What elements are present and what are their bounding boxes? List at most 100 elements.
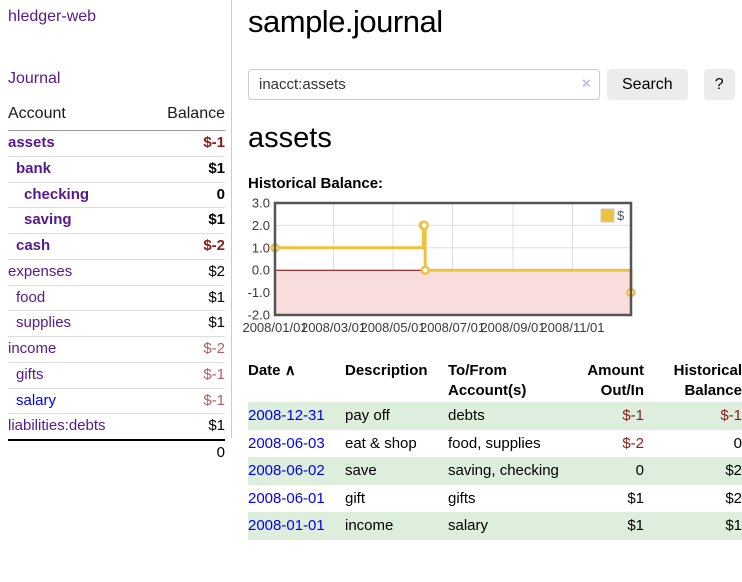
account-balance: $1 [144,207,225,234]
svg-text:2.0: 2.0 [252,218,270,233]
sort-ascending-icon: ∧ [284,362,296,379]
app-title-link[interactable]: hledger-web [8,8,97,25]
help-button[interactable]: ? [703,69,735,100]
register-header-date: Date ∧ [248,362,296,379]
register-row: 2008-01-01 income salary $1 $1 [248,512,742,540]
account-row: food $1 [8,284,225,311]
account-link-assets[interactable]: assets [8,134,55,151]
transaction-balance: 0 [733,434,742,452]
account-balance: $2 [144,258,225,285]
account-balance: $1 [144,310,225,337]
account-row: checking 0 [8,181,225,208]
register-header-amount: Amount Out/In [587,362,644,399]
account-link-bank[interactable]: bank [16,159,52,177]
transaction-amount: $-2 [622,434,644,452]
svg-text:2008/03/01: 2008/03/01 [301,320,366,335]
transaction-date-link[interactable]: 2008-06-03 [248,434,325,452]
svg-text:2008/09/01: 2008/09/01 [480,320,545,335]
register-header-description: Description [345,362,428,379]
register-row: 2008-06-03 eat & shop food, supplies $-2 0 [248,430,742,458]
accounts-header-account: Account [8,104,145,131]
transaction-accounts: food, supplies [448,434,541,452]
transaction-amount: 0 [635,462,644,479]
transaction-balance: $2 [725,462,742,479]
svg-text:2008/05/01: 2008/05/01 [360,320,425,335]
account-row: gifts $-1 [8,361,225,388]
transaction-balance: $-1 [720,407,742,424]
account-link-supplies[interactable]: supplies [16,314,72,332]
transaction-description: gift [345,489,366,507]
account-heading: assets [248,122,332,154]
svg-text:2008/07/01: 2008/07/01 [420,320,485,335]
account-balance: $1 [144,284,225,311]
register-table: Date ∧ Description To/From Account(s) Am… [248,359,742,540]
transaction-amount: $-1 [622,407,644,424]
transaction-amount: $1 [627,489,644,507]
register-header-accounts: To/From Account(s) [448,362,527,399]
search-button[interactable]: Search [607,69,688,100]
main-content: sample.journal × Search ? assets Histori… [232,0,742,540]
account-balance: $-1 [144,361,225,388]
account-balance: $-1 [203,134,225,151]
sidebar: hledger-web Journal Account Balance asse… [0,0,232,466]
register-row: 2008-06-01 gift gifts $1 $2 [248,485,742,513]
register-row: 2008-12-31 pay off debts $-1 $-1 [248,402,742,430]
transaction-description: pay off [345,407,390,424]
transaction-date-link[interactable]: 2008-06-02 [248,462,325,479]
account-link-expenses[interactable]: expenses [8,262,73,280]
page-title: sample.journal [248,4,443,39]
account-row: bank $1 [8,155,225,182]
chart-title: Historical Balance: [248,175,384,192]
account-row: supplies $1 [8,310,225,337]
legend-label: $ [617,208,625,223]
account-link-income[interactable]: income [8,340,57,357]
account-balance: $1 [144,155,225,182]
hledger-web-app: hledger-web Journal Account Balance asse… [0,0,742,540]
account-link-food[interactable]: food [16,288,46,306]
search-row: × Search ? [248,69,742,100]
account-row: expenses $2 [8,258,225,285]
svg-text:-2.0: -2.0 [248,308,270,323]
account-row: salary $-1 [8,387,225,414]
account-balance: $-1 [144,387,225,414]
transaction-date-link[interactable]: 2008-12-31 [248,407,325,424]
register-header-balance: Historical Balance [673,362,742,399]
account-link-salary[interactable]: salary [16,391,57,409]
transaction-description: income [345,517,394,534]
svg-text:1.0: 1.0 [252,240,270,255]
accounts-total-row: 0 [8,439,225,466]
transaction-amount: $1 [627,517,644,534]
accounts-total-value: 0 [144,439,225,466]
search-input[interactable] [248,69,600,100]
account-row: liabilities:debts $1 [8,413,225,440]
account-link-saving[interactable]: saving [24,211,72,229]
transaction-balance: $1 [725,517,742,534]
svg-text:0.0: 0.0 [252,263,270,278]
balance-chart-svg[interactable]: $3.0 2.0 1.0 0.0 -1.0 -2.02008/01/012008/03/0… [242,196,639,339]
transaction-balance: $2 [725,489,742,507]
legend-swatch [600,208,615,223]
transaction-date-link[interactable]: 2008-06-01 [248,489,325,507]
transaction-accounts: salary [448,517,489,534]
clear-search-icon[interactable]: × [581,75,591,93]
account-row: income $-2 [8,336,225,363]
account-link-checking[interactable]: checking [24,185,90,203]
svg-text:3.0: 3.0 [252,196,270,211]
account-balance: $1 [144,413,225,440]
register-row: 2008-06-02 save saving, checking 0 $2 [248,457,742,485]
search-box: × [248,69,600,100]
transaction-description: eat & shop [345,434,417,452]
account-balance: 0 [144,181,225,208]
account-link-cash[interactable]: cash [16,237,51,254]
svg-text:-1.0: -1.0 [248,285,270,300]
account-link-gifts[interactable]: gifts [16,365,44,383]
svg-text:2008/01/01: 2008/01/01 [242,320,307,335]
transaction-date-link[interactable]: 2008-01-01 [248,517,325,534]
historical-balance-chart[interactable]: $3.0 2.0 1.0 0.0 -1.0 -2.0 2008/01/01 2008/03/0… [242,196,742,344]
accounts-header-balance: Balance [144,104,225,131]
transaction-accounts: gifts [448,489,476,507]
journal-link[interactable]: Journal [8,70,61,87]
account-row: assets $-1 [8,131,225,157]
accounts-table: Account Balance assets $-1 bank $1 checking 0… [8,104,225,466]
account-link-liabilities-debts[interactable]: liabilities:debts [8,417,106,435]
